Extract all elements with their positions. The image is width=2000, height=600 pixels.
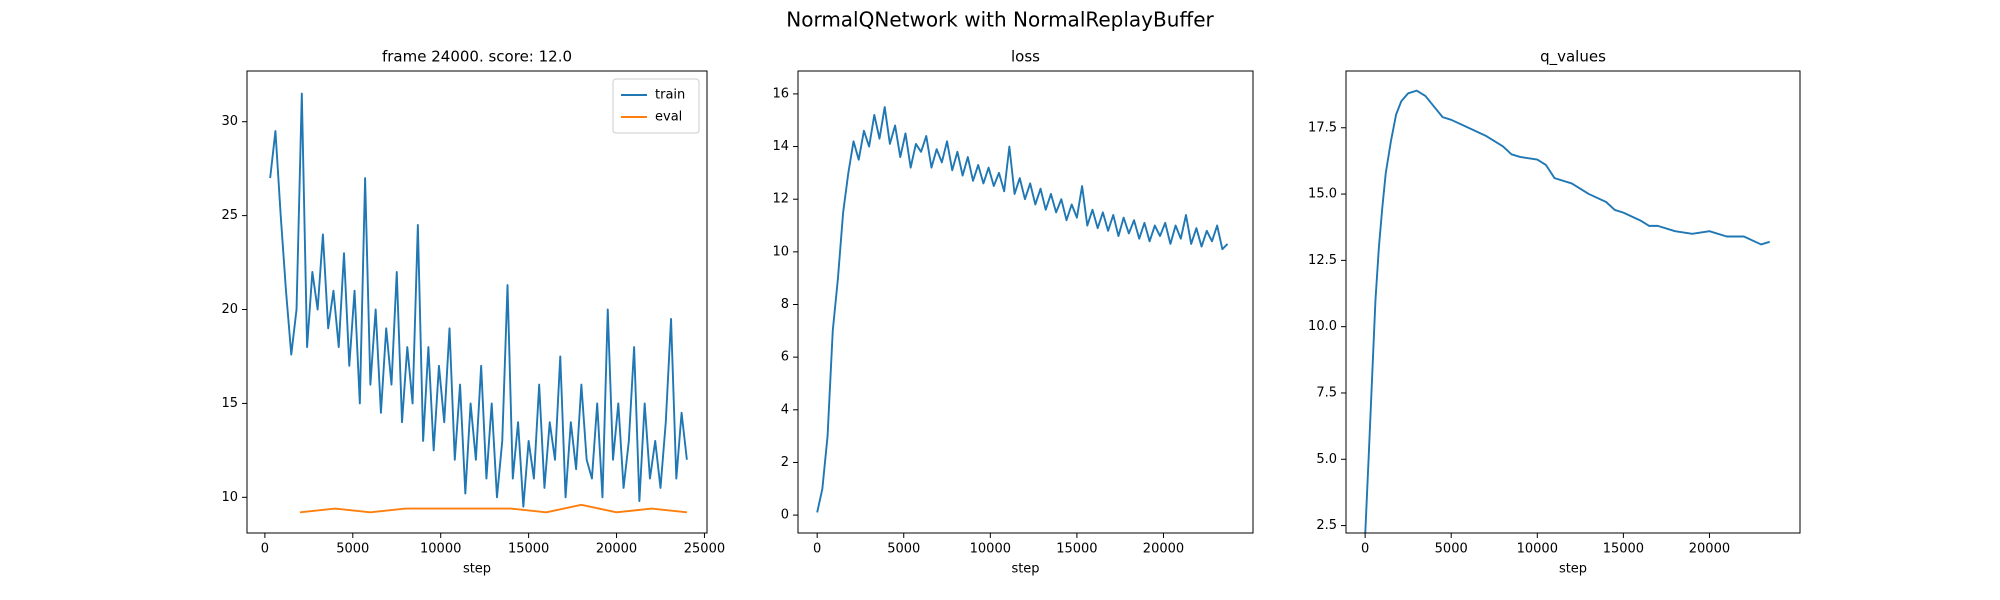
x-tick-label: 0 bbox=[1361, 542, 1369, 557]
series-line bbox=[816, 106, 1229, 513]
figure-title: NormalQNetwork with NormalReplayBuffer bbox=[786, 8, 1214, 32]
y-tick-label: 7.5 bbox=[1316, 385, 1337, 400]
x-tick-label: 15000 bbox=[508, 542, 549, 557]
series-line bbox=[1364, 89, 1770, 533]
y-tick-label: 12 bbox=[772, 192, 789, 207]
x-tick-label: 20000 bbox=[1143, 542, 1184, 557]
x-axis-label: step bbox=[1011, 562, 1039, 577]
axes-frame bbox=[1345, 70, 1801, 534]
y-tick-label: 0 bbox=[781, 508, 789, 523]
y-tick-label: 4 bbox=[781, 402, 789, 417]
x-tick-label: 10000 bbox=[1517, 542, 1558, 557]
x-tick-label: 5000 bbox=[1435, 542, 1468, 557]
x-tick-label: 0 bbox=[261, 542, 269, 557]
x-axis-label: step bbox=[463, 562, 491, 577]
x-tick-label: 5000 bbox=[336, 542, 369, 557]
y-tick-label: 2 bbox=[781, 455, 789, 470]
subplot: loss step 0 5000 10000 15000 20000 0 2 4 6 8 10 12 14 1… bbox=[772, 48, 1254, 577]
y-tick-label: 8 bbox=[781, 297, 789, 312]
series-line bbox=[299, 503, 687, 514]
subplot-title: frame 24000. score: 12.0 bbox=[382, 48, 572, 66]
y-tick-label: 30 bbox=[221, 114, 238, 129]
subplot: frame 24000. score: 12.0 step 0 5000 10000 15… bbox=[221, 48, 725, 577]
y-tick-label: 2.5 bbox=[1316, 518, 1337, 533]
x-tick-label: 10000 bbox=[970, 542, 1011, 557]
y-tick-label: 10 bbox=[221, 490, 238, 505]
x-axis-label: step bbox=[1559, 562, 1587, 577]
y-tick-label: 12.5 bbox=[1308, 253, 1337, 268]
axes-frame bbox=[246, 70, 708, 534]
legend-box bbox=[612, 78, 700, 134]
y-tick-label: 25 bbox=[221, 208, 238, 223]
x-tick-label: 15000 bbox=[1603, 542, 1644, 557]
legend-label: eval bbox=[655, 110, 682, 125]
x-tick-label: 20000 bbox=[596, 542, 637, 557]
subplot-title: q_values bbox=[1540, 48, 1606, 67]
legend-label: train bbox=[655, 88, 685, 103]
subplot-title: loss bbox=[1011, 48, 1040, 66]
x-tick-label: 0 bbox=[813, 542, 821, 557]
x-tick-label: 15000 bbox=[1056, 542, 1097, 557]
x-tick-label: 5000 bbox=[887, 542, 920, 557]
y-tick-label: 20 bbox=[221, 302, 238, 317]
y-tick-label: 16 bbox=[772, 86, 789, 101]
y-tick-label: 5.0 bbox=[1316, 452, 1337, 467]
y-tick-label: 10.0 bbox=[1308, 319, 1337, 334]
axes-frame bbox=[797, 70, 1254, 534]
x-tick-label: 25000 bbox=[684, 542, 725, 557]
y-tick-label: 6 bbox=[781, 350, 789, 365]
y-tick-label: 15 bbox=[221, 396, 238, 411]
y-tick-label: 10 bbox=[772, 244, 789, 259]
y-tick-label: 14 bbox=[772, 139, 789, 154]
x-tick-label: 10000 bbox=[420, 542, 461, 557]
x-tick-label: 20000 bbox=[1689, 542, 1730, 557]
series-line bbox=[269, 92, 688, 508]
y-tick-label: 15.0 bbox=[1308, 187, 1337, 202]
y-tick-label: 17.5 bbox=[1308, 120, 1337, 135]
